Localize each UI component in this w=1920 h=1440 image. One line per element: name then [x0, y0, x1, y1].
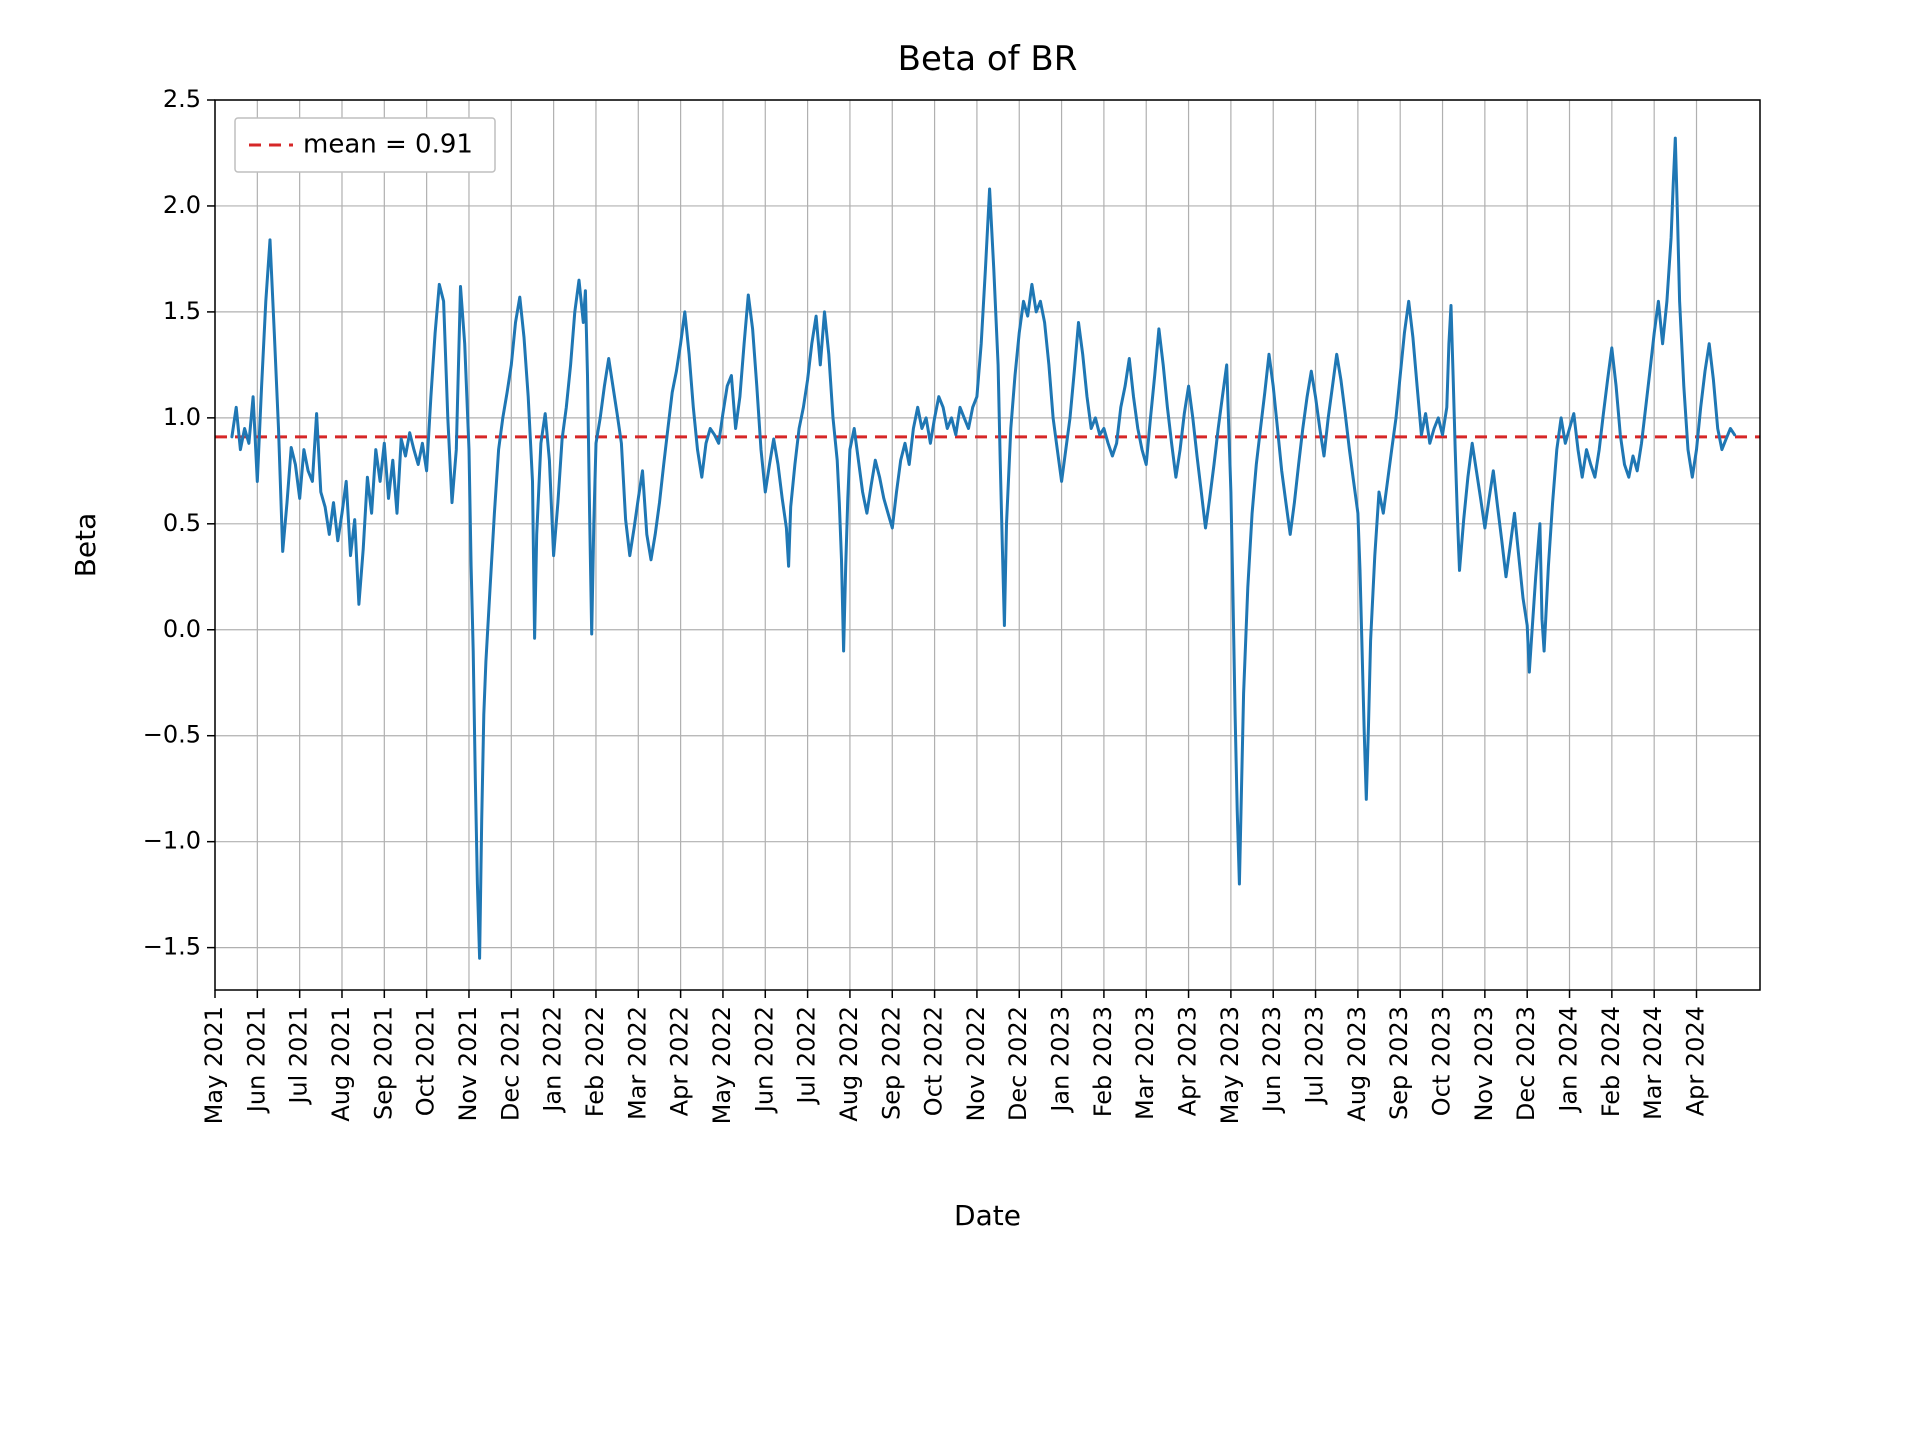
x-tick-label: Apr 2022: [666, 1006, 694, 1116]
x-tick-label: Sep 2022: [877, 1006, 905, 1120]
y-tick-label: 1.5: [163, 297, 201, 325]
x-tick-label: Dec 2023: [1512, 1006, 1540, 1121]
x-tick-label: Jul 2023: [1301, 1006, 1329, 1106]
y-tick-label: 0.5: [163, 509, 201, 537]
legend: mean = 0.91: [235, 118, 495, 172]
x-tick-label: Aug 2022: [835, 1006, 863, 1122]
chart-title: Beta of BR: [898, 39, 1078, 79]
x-tick-label: Jan 2022: [539, 1006, 567, 1114]
beta-line-chart: −1.5 −1.0 −0.5 0.0 0.5 1.0 1.5 2.0 2.5 May 2021 Ju…: [0, 0, 1920, 1440]
x-tick-label: Mar 2022: [623, 1006, 651, 1120]
y-tick-label: 1.0: [163, 403, 201, 431]
y-axis-label: Beta: [69, 513, 102, 578]
x-tick-label: Feb 2023: [1089, 1006, 1117, 1117]
x-tick-label: Aug 2021: [327, 1006, 355, 1122]
x-tick-label: Dec 2021: [496, 1006, 524, 1121]
x-tick-label: Jul 2021: [285, 1006, 313, 1106]
x-tick-label: Oct 2021: [412, 1006, 440, 1116]
x-tick-label: Sep 2021: [369, 1006, 397, 1120]
y-tick-label: −1.5: [143, 933, 201, 961]
x-tick-label: Nov 2022: [962, 1006, 990, 1122]
x-tick-label: Aug 2023: [1343, 1006, 1371, 1122]
y-tick-label: 0.0: [163, 615, 201, 643]
x-tick-label: Apr 2023: [1174, 1006, 1202, 1116]
x-tick-label: Jun 2023: [1258, 1006, 1286, 1114]
x-tick-label: Feb 2024: [1597, 1006, 1625, 1117]
x-tick-label: May 2021: [200, 1006, 228, 1124]
x-tick-label: Sep 2023: [1385, 1006, 1413, 1120]
x-tick-label: Nov 2021: [454, 1006, 482, 1122]
x-tick-label: Feb 2022: [581, 1006, 609, 1117]
x-tick-label: Jun 2022: [750, 1006, 778, 1114]
x-tick-label: Dec 2022: [1004, 1006, 1032, 1121]
x-tick-label: Apr 2024: [1682, 1006, 1710, 1116]
x-tick-label: Mar 2023: [1131, 1006, 1159, 1120]
y-tick-label: −1.0: [143, 827, 201, 855]
legend-label: mean = 0.91: [303, 130, 473, 160]
y-tick-label: 2.5: [163, 85, 201, 113]
chart-container: −1.5 −1.0 −0.5 0.0 0.5 1.0 1.5 2.0 2.5 May 2021 Ju…: [0, 0, 1920, 1440]
y-tick-label: −0.5: [143, 721, 201, 749]
x-tick-label: Oct 2022: [920, 1006, 948, 1116]
x-tick-label: May 2023: [1216, 1006, 1244, 1124]
x-tick-label: Nov 2023: [1470, 1006, 1498, 1122]
y-tick-label: 2.0: [163, 191, 201, 219]
x-tick-label: Jul 2022: [793, 1006, 821, 1106]
x-tick-label: Oct 2023: [1428, 1006, 1456, 1116]
x-axis-label: Date: [954, 1199, 1021, 1232]
x-tick-label: May 2022: [708, 1006, 736, 1124]
x-tick-label: Jan 2024: [1555, 1006, 1583, 1114]
x-tick-label: Mar 2024: [1639, 1006, 1667, 1120]
x-tick-label: Jun 2021: [242, 1006, 270, 1114]
x-tick-label: Jan 2023: [1047, 1006, 1075, 1114]
